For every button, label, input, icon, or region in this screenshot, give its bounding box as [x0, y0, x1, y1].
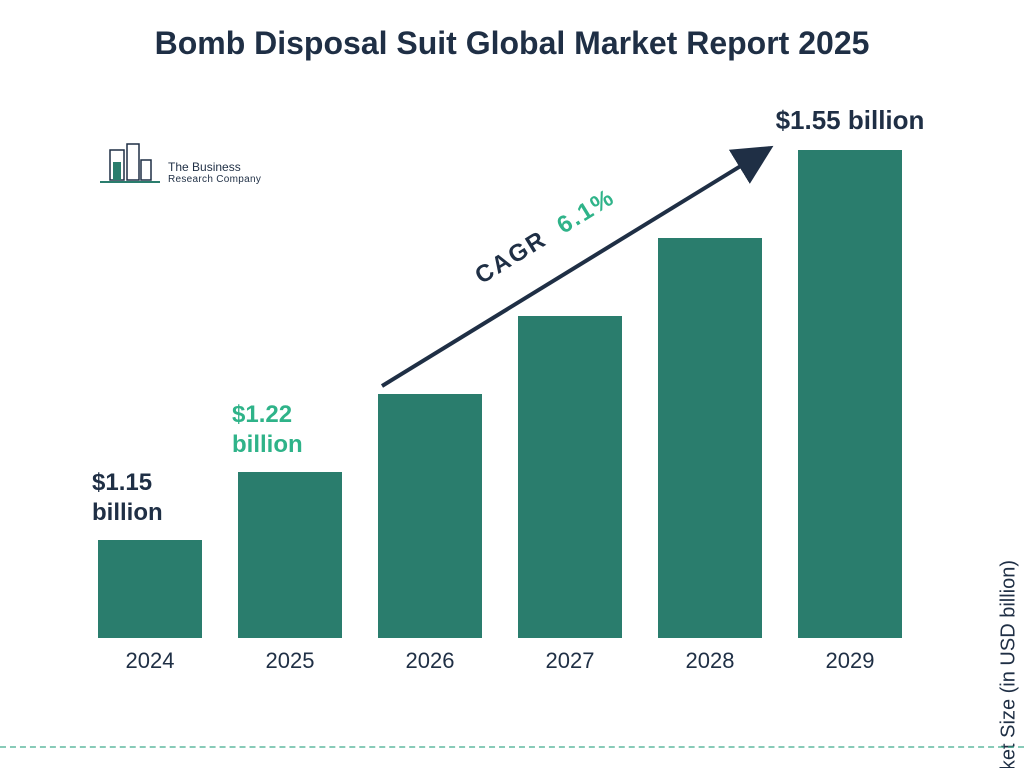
- bar-2029: [798, 150, 902, 638]
- callout-unit: billion: [92, 498, 236, 528]
- chart-title: Bomb Disposal Suit Global Market Report …: [0, 24, 1024, 62]
- callout-unit: billion: [232, 430, 376, 460]
- x-axis-label: 2025: [238, 648, 342, 674]
- bar-chart: 2024 2025 2026 2027 2028 2029: [80, 150, 920, 696]
- bar-2028: [658, 238, 762, 638]
- bar-2027: [518, 316, 622, 638]
- value-callout-2029: $1.55 billion: [748, 104, 952, 137]
- y-axis-title: Market Size (in USD billion): [998, 560, 1021, 768]
- callout-amount: $1.22: [232, 400, 376, 430]
- value-callout-2025: $1.22 billion: [232, 400, 376, 460]
- callout-amount: $1.15: [92, 468, 236, 498]
- footer-dashed-line: [0, 746, 1024, 748]
- value-callout-2024: $1.15 billion: [92, 468, 236, 528]
- plot-area: [80, 150, 920, 638]
- x-axis-label: 2029: [798, 648, 902, 674]
- bar-2026: [378, 394, 482, 638]
- x-axis-label: 2027: [518, 648, 622, 674]
- bar-2024: [98, 540, 202, 638]
- bar-2025: [238, 472, 342, 638]
- x-axis-label: 2028: [658, 648, 762, 674]
- x-axis-label: 2024: [98, 648, 202, 674]
- x-axis-label: 2026: [378, 648, 482, 674]
